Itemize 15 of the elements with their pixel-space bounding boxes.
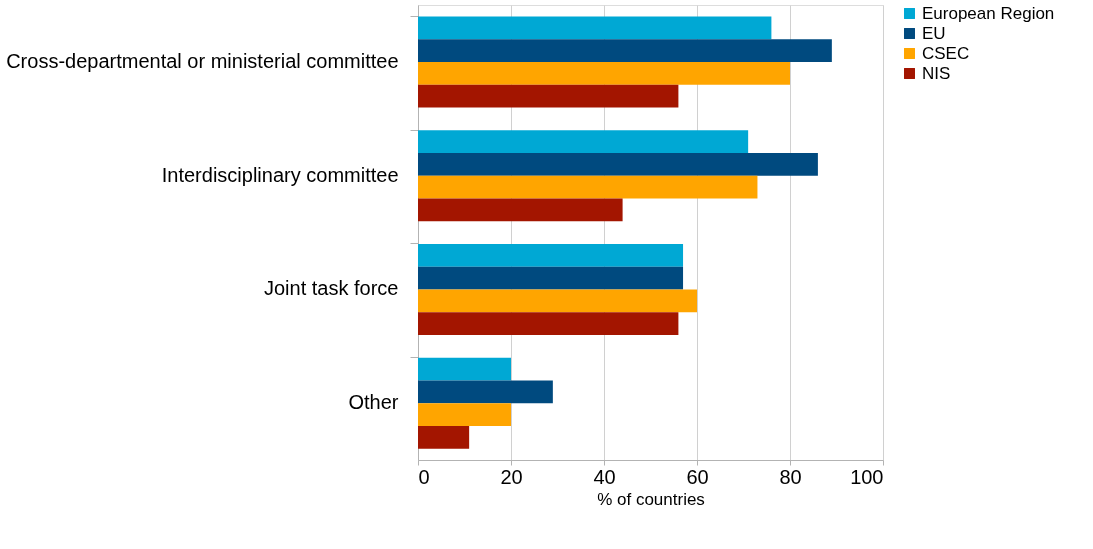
legend-label: European Region <box>922 3 1055 23</box>
x-axis-title: % of countries <box>597 489 705 509</box>
y-tick-label: Interdisciplinary committee <box>161 163 399 186</box>
x-tick-label: 100 <box>850 465 884 488</box>
legend-label: CSEC <box>922 43 970 63</box>
x-tick-label: 80 <box>779 465 802 488</box>
legend-label: EU <box>922 23 946 43</box>
legend-label: NIS <box>922 63 951 83</box>
x-tick-label: 0 <box>418 465 430 488</box>
y-tick-label: Cross-departmental or ministerial committee <box>6 49 399 72</box>
x-tick-label: 20 <box>500 465 523 488</box>
y-tick-label: Other <box>348 391 399 414</box>
x-tick-label: 40 <box>593 465 616 488</box>
y-tick-label: Joint task force <box>263 277 399 300</box>
x-tick-label: 60 <box>686 465 709 488</box>
